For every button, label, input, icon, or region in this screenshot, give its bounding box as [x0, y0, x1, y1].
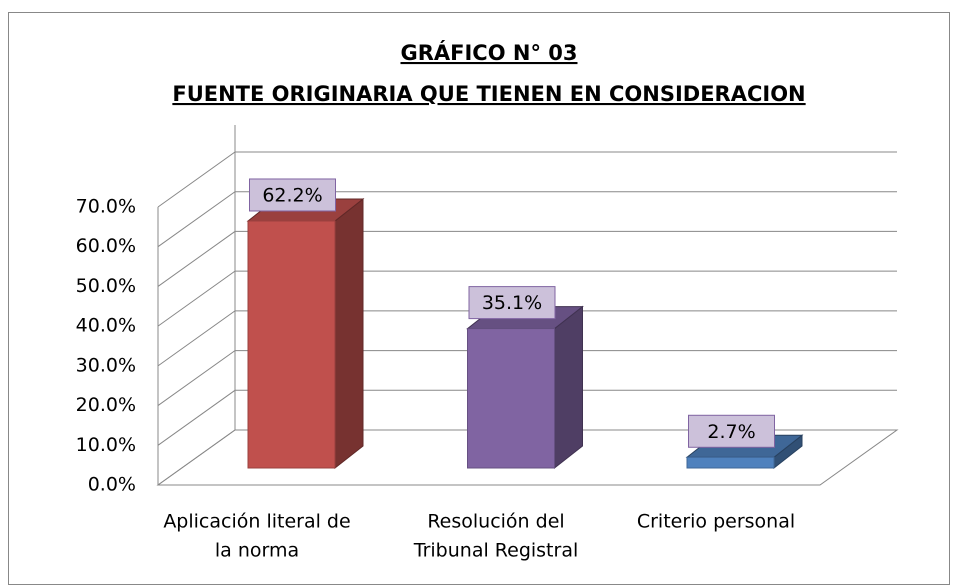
grid-line	[157, 310, 897, 367]
grid-line	[157, 350, 897, 406]
bar-side	[554, 305, 583, 470]
grid-line	[157, 230, 897, 287]
x-tick-label: Aplicación literal de	[163, 511, 350, 533]
grid-line	[157, 151, 897, 208]
x-tick-label: Tribunal Registral	[413, 540, 578, 562]
bar	[247, 220, 336, 469]
y-tick-label: 30.0%	[76, 354, 136, 376]
value-label-box	[688, 414, 775, 448]
y-tick-label: 10.0%	[76, 434, 136, 456]
grid-line	[157, 191, 897, 248]
bar	[686, 456, 775, 469]
bar-side	[334, 197, 364, 470]
y-tick-label: 20.0%	[76, 394, 136, 416]
y-tick-label: 40.0%	[76, 315, 136, 337]
bar	[467, 328, 555, 469]
grid-line	[157, 270, 897, 327]
grid-line	[157, 389, 897, 446]
value-label-box	[249, 178, 336, 212]
x-tick-label: la norma	[215, 540, 299, 562]
chart-title: GRÁFICO N° 03	[400, 40, 577, 65]
value-label: 62.2%	[262, 184, 322, 206]
y-tick-label: 50.0%	[76, 275, 136, 297]
value-label: 2.7%	[707, 421, 755, 443]
x-tick-label: Criterio personal	[637, 511, 795, 533]
x-tick-label: Resolución del	[427, 511, 564, 533]
value-label-box	[468, 286, 556, 320]
y-tick-label: 70.0%	[76, 196, 136, 218]
value-label: 35.1%	[482, 292, 542, 314]
grid-line	[157, 429, 897, 486]
chart-subtitle: FUENTE ORIGINARIA QUE TIENEN EN CONSIDER…	[172, 82, 805, 106]
y-tick-label: 60.0%	[76, 235, 136, 257]
y-tick-label: 0.0%	[88, 474, 136, 496]
